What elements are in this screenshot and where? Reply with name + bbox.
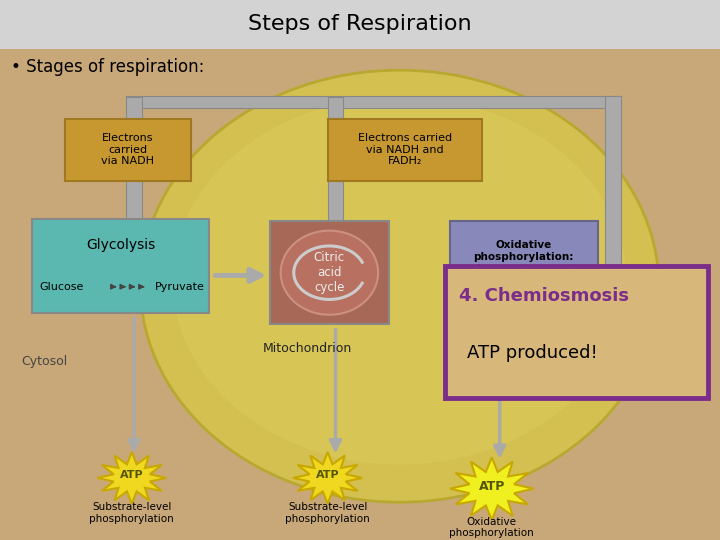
FancyBboxPatch shape — [32, 219, 209, 313]
Text: ATP: ATP — [316, 470, 339, 480]
Text: Electrons
carried
via NADH: Electrons carried via NADH — [102, 133, 154, 166]
Ellipse shape — [281, 231, 378, 315]
FancyBboxPatch shape — [328, 97, 343, 313]
Text: ATP: ATP — [479, 480, 505, 492]
Polygon shape — [293, 452, 362, 504]
FancyBboxPatch shape — [0, 0, 720, 49]
Text: Glycolysis: Glycolysis — [86, 238, 156, 252]
Text: Mitochondrion: Mitochondrion — [263, 342, 352, 355]
Polygon shape — [450, 457, 534, 520]
Text: Citric
acid
cycle: Citric acid cycle — [314, 251, 345, 294]
Text: Pyruvate: Pyruvate — [156, 282, 205, 292]
Text: Electrons carried
via NADH and
FADH₂: Electrons carried via NADH and FADH₂ — [358, 133, 452, 166]
FancyBboxPatch shape — [328, 119, 482, 181]
FancyBboxPatch shape — [126, 96, 619, 108]
Text: ATP produced!: ATP produced! — [467, 345, 598, 362]
FancyBboxPatch shape — [450, 221, 598, 316]
Text: Substrate-level
phosphorylation: Substrate-level phosphorylation — [89, 502, 174, 524]
FancyBboxPatch shape — [65, 119, 191, 181]
Text: Cytosol: Cytosol — [22, 355, 68, 368]
FancyBboxPatch shape — [126, 97, 142, 313]
FancyBboxPatch shape — [445, 266, 708, 398]
Ellipse shape — [140, 70, 659, 502]
FancyBboxPatch shape — [270, 221, 389, 324]
FancyBboxPatch shape — [605, 96, 621, 316]
Text: ATP: ATP — [120, 470, 143, 480]
Text: • Stages of respiration:: • Stages of respiration: — [11, 58, 204, 77]
Text: Oxidative
phosphorylation: Oxidative phosphorylation — [449, 517, 534, 538]
Text: Steps of Respiration: Steps of Respiration — [248, 14, 472, 35]
Text: Oxidative
phosphorylation:
electron transport
and
chemiosmosis: Oxidative phosphorylation: electron tran… — [469, 240, 578, 297]
Ellipse shape — [173, 97, 626, 464]
Text: 4. Chemiosmosis: 4. Chemiosmosis — [459, 287, 629, 305]
Text: Substrate-level
phosphorylation: Substrate-level phosphorylation — [285, 502, 370, 524]
Text: Glucose: Glucose — [40, 282, 84, 292]
Polygon shape — [97, 452, 166, 504]
FancyBboxPatch shape — [0, 49, 720, 540]
